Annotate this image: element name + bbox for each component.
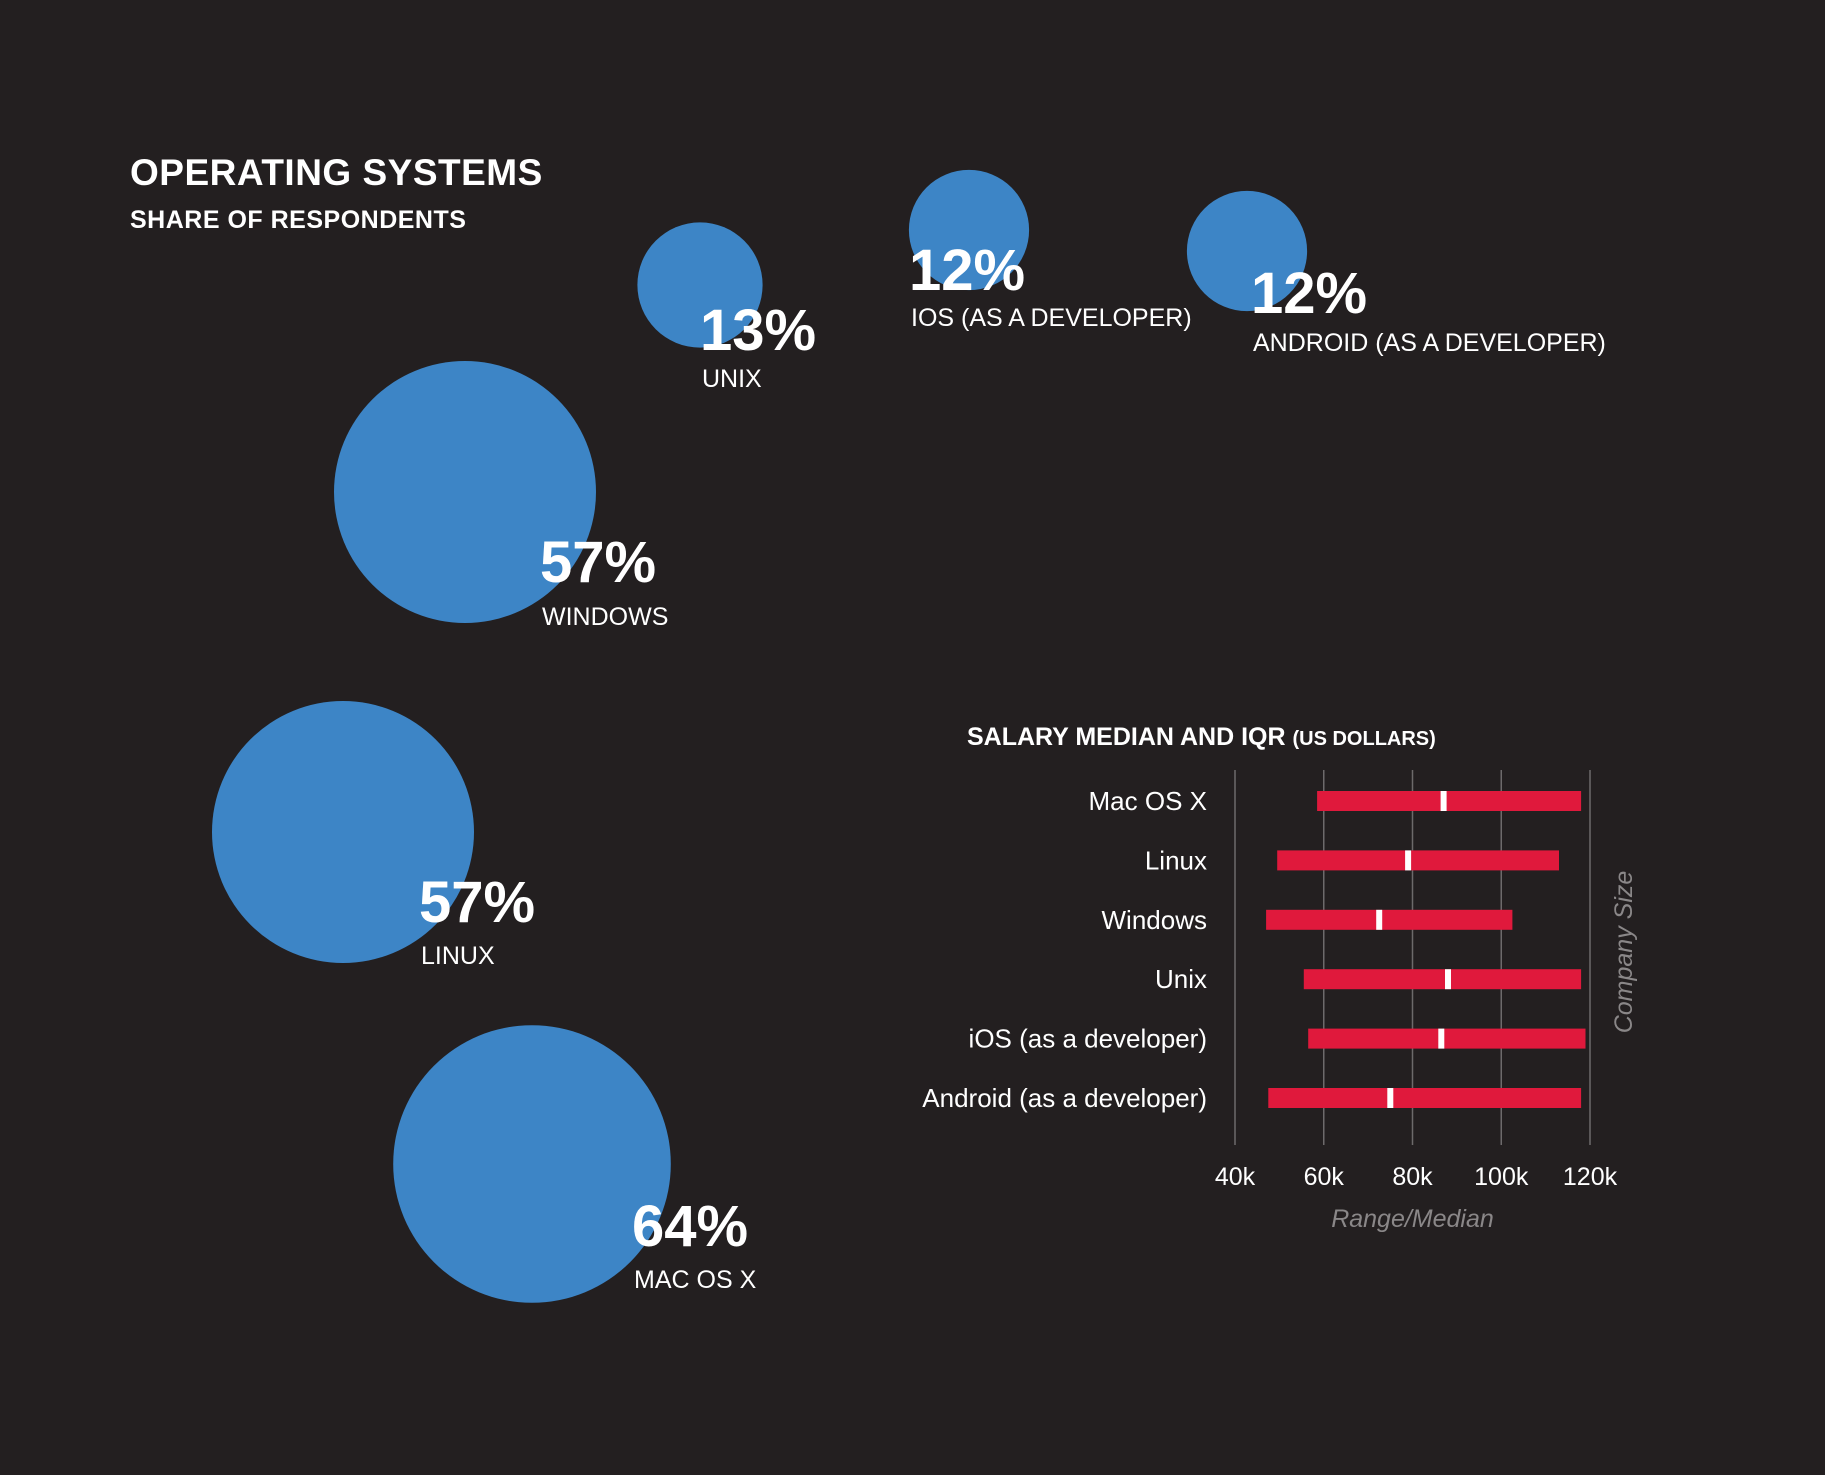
x-tick-label: 120k — [1563, 1163, 1618, 1191]
bubble-windows: 57% WINDOWS — [334, 361, 668, 631]
bubble-circle — [393, 1025, 671, 1303]
bubble-category-label: UNIX — [702, 365, 762, 393]
iqr-bar — [1317, 791, 1582, 811]
iqr-bar — [1266, 909, 1513, 930]
median-marker — [1376, 909, 1383, 930]
bubble-value-label: 13% — [700, 298, 816, 363]
bubble-category-label: WINDOWS — [542, 603, 668, 631]
iqr-bar — [1303, 969, 1582, 990]
salary-row-linux: Linux — [1145, 845, 1559, 875]
bubble-linux: 57% LINUX — [212, 701, 535, 970]
bubble-android-as-a-developer: 12% ANDROID (AS A DEVELOPER) — [1186, 190, 1606, 357]
median-marker — [1387, 1088, 1394, 1108]
bubble-circle — [908, 169, 1030, 291]
salary-category-label: iOS (as a developer) — [969, 1024, 1207, 1054]
x-tick-label: 60k — [1304, 1163, 1345, 1191]
bubble-unix: 13%UNIX — [637, 222, 816, 393]
salary-row-android-as-a-developer: Android (as a developer) — [922, 1083, 1582, 1113]
salary-row-ios-as-a-developer: iOS (as a developer) — [969, 1024, 1586, 1054]
salary-range-chart: SALARY MEDIAN AND IQR (US DOLLARS) 40k 60k… — [922, 723, 1638, 1233]
salary-category-label: Windows — [1102, 905, 1207, 935]
salary-category-label: Unix — [1155, 964, 1207, 994]
iqr-bar — [1308, 1028, 1586, 1049]
salary-chart-title-units: (US DOLLARS) — [1292, 728, 1435, 750]
salary-chart-title-main: SALARY MEDIAN AND IQR — [967, 723, 1292, 751]
x-tick-label: 80k — [1392, 1163, 1433, 1191]
salary-category-label: Linux — [1145, 845, 1207, 875]
iqr-bar — [1277, 850, 1559, 871]
x-tick-label: 40k — [1215, 1163, 1256, 1191]
median-marker — [1440, 791, 1447, 811]
x-axis-title: Range/Median — [1331, 1205, 1494, 1233]
bubble-category-label: IOS (AS A DEVELOPER) — [911, 304, 1192, 332]
salary-chart-title: SALARY MEDIAN AND IQR (US DOLLARS) — [967, 723, 1436, 751]
salary-row-unix: Unix — [1155, 964, 1582, 994]
iqr-bar — [1268, 1088, 1582, 1108]
bubble-value-label: 12% — [909, 238, 1025, 303]
bubble-circle — [212, 701, 474, 963]
median-marker — [1405, 850, 1412, 871]
bubble-circle — [637, 222, 763, 348]
salary-row-mac-os-x: Mac OS X — [1089, 786, 1582, 816]
os-chart-subtitle: SHARE OF RESPONDENTS — [130, 206, 467, 234]
os-chart-title: OPERATING SYSTEMS — [130, 152, 543, 193]
bubble-mac-os-x: 64% MAC OS X — [393, 1025, 757, 1303]
bubble-category-label: MAC OS X — [634, 1266, 757, 1294]
salary-category-label: Mac OS X — [1089, 786, 1207, 816]
bubble-category-label: LINUX — [421, 942, 495, 970]
bubble-value-label: 12% — [1251, 261, 1367, 326]
median-marker — [1445, 969, 1451, 990]
bubble-category-label: ANDROID (AS A DEVELOPER) — [1253, 329, 1606, 357]
x-tick-label: 100k — [1474, 1163, 1529, 1191]
y-axis-title: Company Size — [1610, 871, 1638, 1034]
bubble-circle — [1186, 190, 1308, 312]
salary-category-label: Android (as a developer) — [922, 1083, 1207, 1113]
bubble-circle — [334, 361, 596, 623]
bubble-value-label: 57% — [419, 870, 535, 935]
bubble-value-label: 64% — [632, 1194, 748, 1259]
bubble-ios-as-a-developer: 12%IOS (AS A DEVELOPER) — [908, 169, 1192, 332]
bubble-value-label: 57% — [540, 530, 656, 595]
median-marker — [1438, 1028, 1445, 1049]
salary-row-windows: Windows — [1102, 905, 1513, 935]
